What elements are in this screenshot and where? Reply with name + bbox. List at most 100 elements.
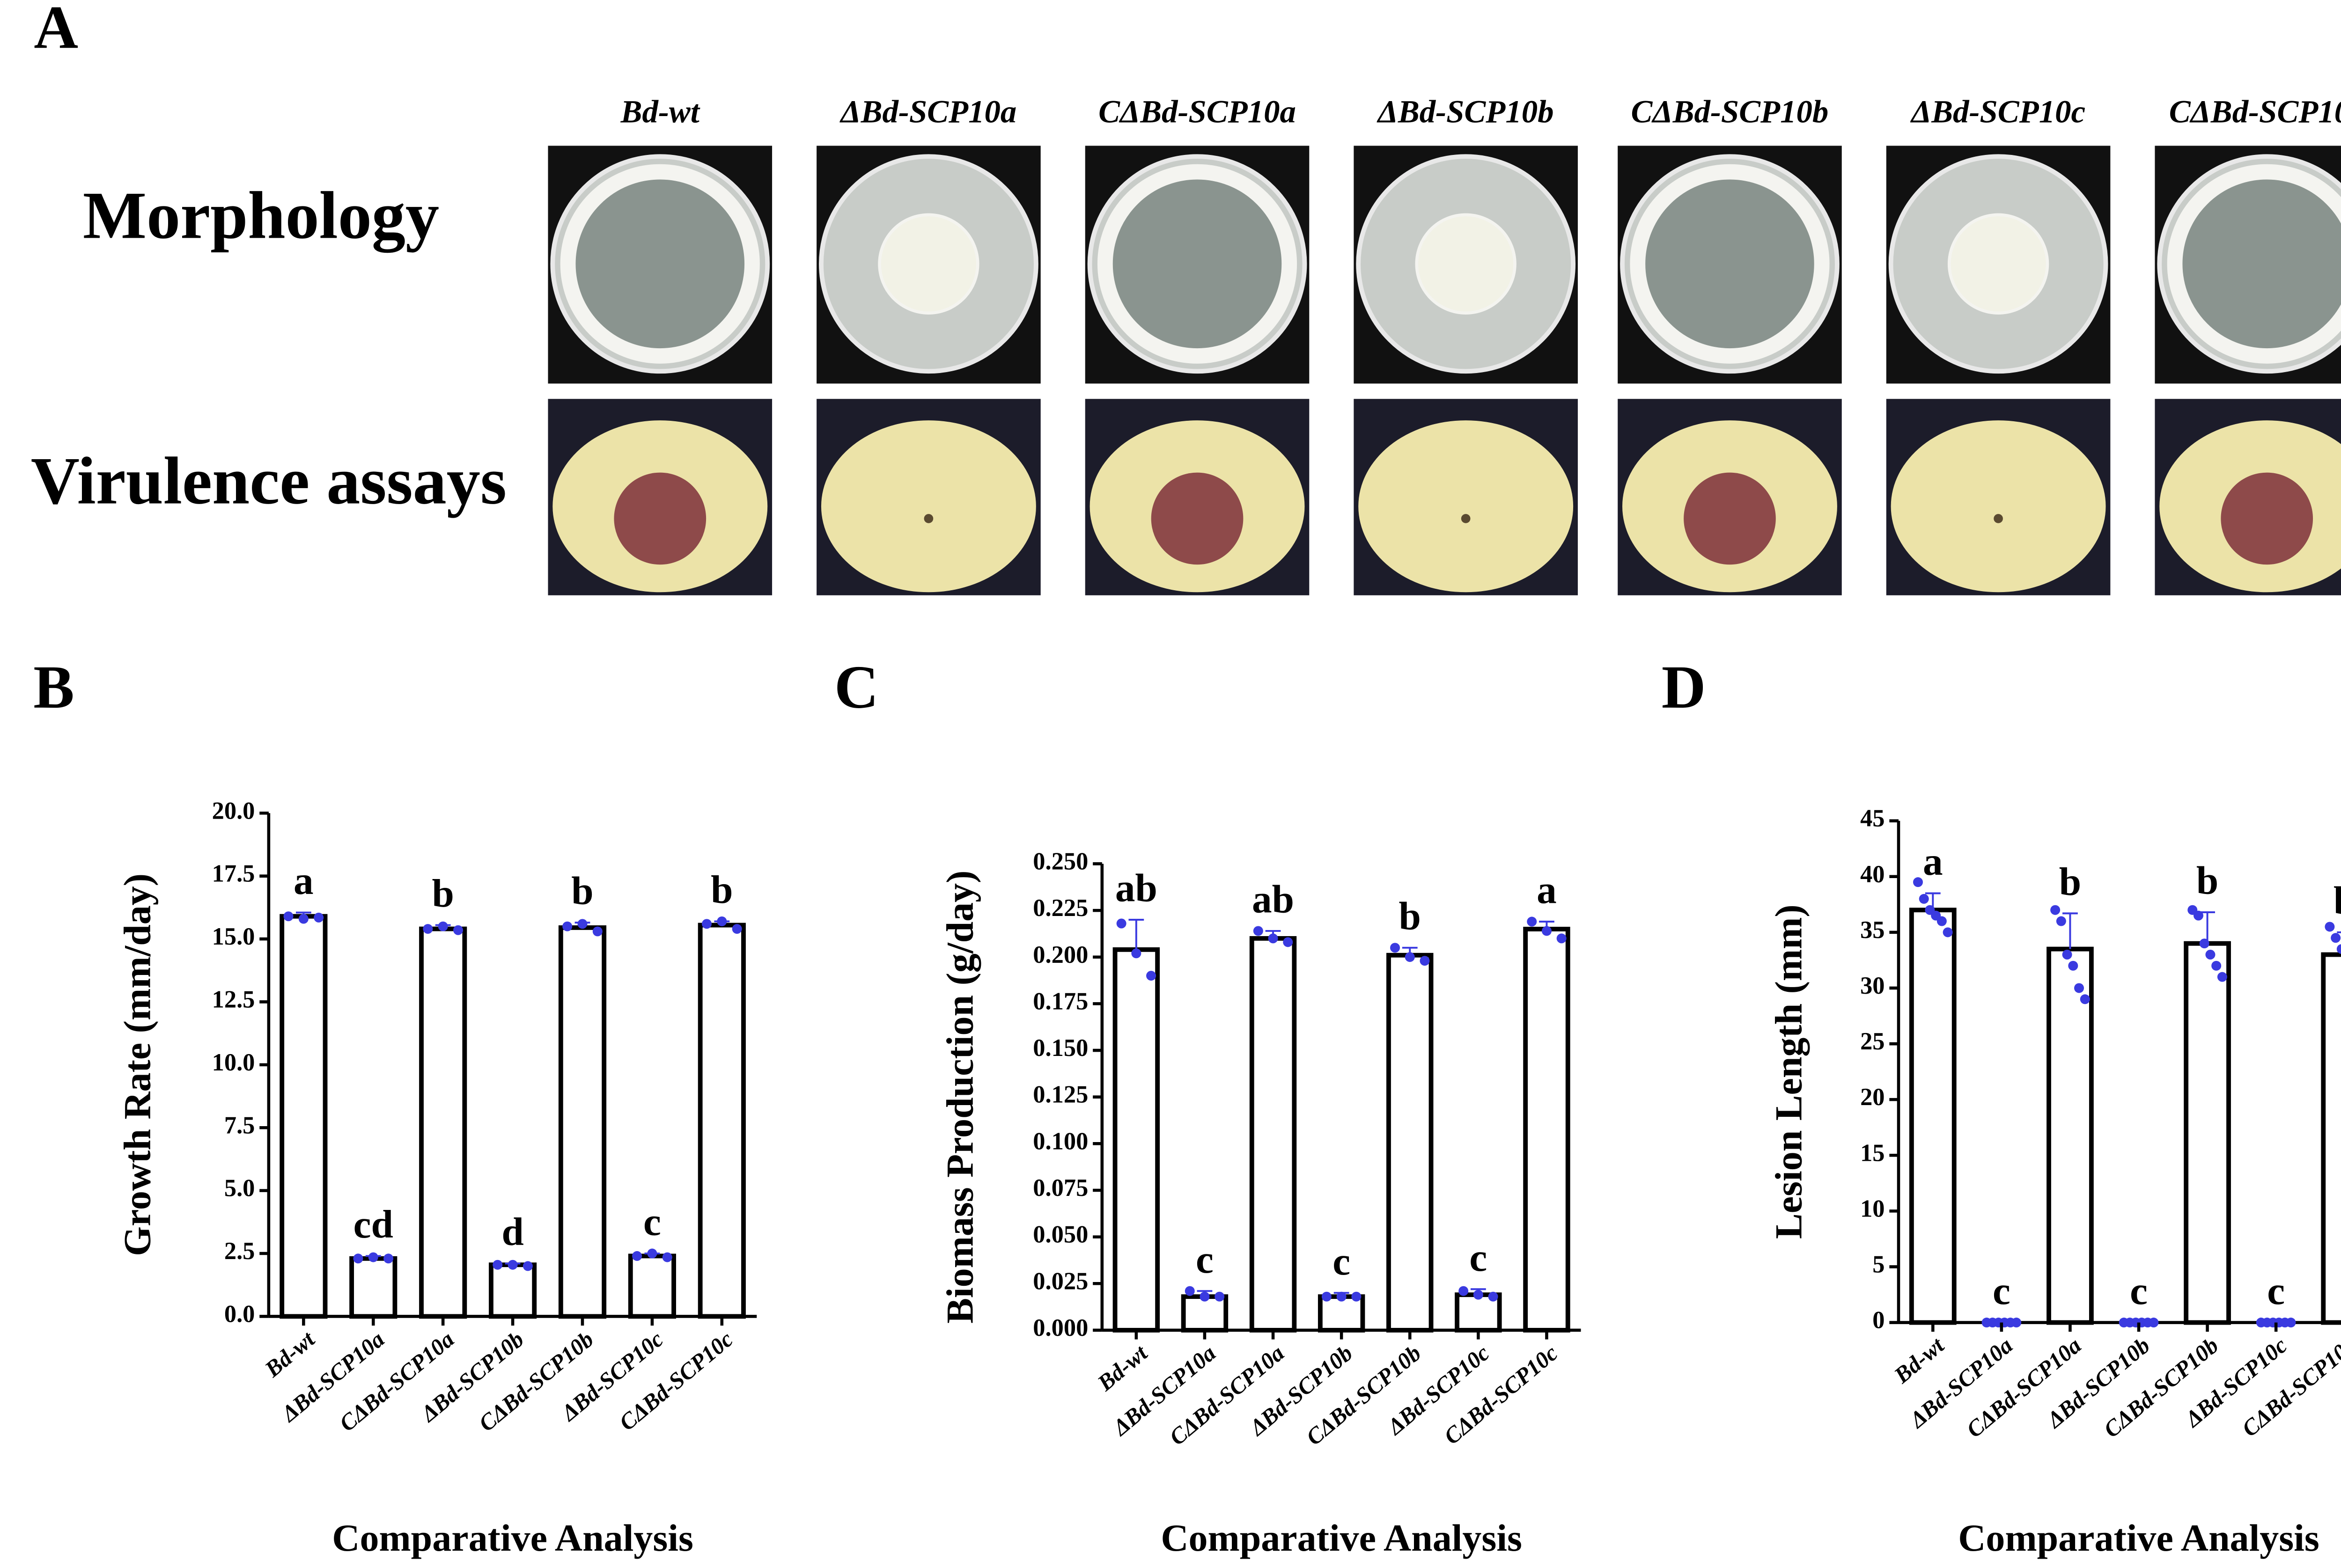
panel-label: B — [33, 653, 74, 721]
bar — [1909, 908, 1957, 1325]
data-point — [1556, 933, 1567, 944]
data-point — [1146, 971, 1156, 981]
lesion — [1684, 472, 1776, 565]
panel-label: C — [834, 653, 879, 721]
y-tick-label: 0.175 — [1033, 988, 1088, 1015]
data-point — [314, 912, 324, 923]
colony — [1947, 213, 2049, 315]
data-point — [1215, 1291, 1225, 1302]
data-point — [717, 916, 727, 926]
data-point — [1321, 1291, 1332, 1302]
data-point — [2325, 922, 2335, 932]
bar — [1318, 1294, 1365, 1333]
data-point — [1351, 1291, 1362, 1302]
y-tick-label: 45 — [1860, 805, 1885, 832]
strain-header: CΔBd-SCP10c — [2169, 94, 2341, 130]
y-tick-label: 0.0 — [224, 1300, 255, 1327]
bar — [280, 914, 328, 1319]
x-axis-label: Comparative Analysis — [1958, 1517, 2319, 1559]
bar — [1249, 936, 1297, 1333]
data-point — [2149, 1318, 2159, 1328]
y-tick-label: 0.200 — [1033, 941, 1088, 968]
significance-letter: cd — [353, 1202, 393, 1246]
data-point — [2068, 960, 2078, 971]
data-point — [1919, 894, 1929, 904]
colony — [1415, 213, 1516, 315]
data-point — [2011, 1318, 2022, 1328]
lesion — [614, 472, 707, 565]
significance-letter: c — [1469, 1236, 1487, 1280]
y-tick-label: 7.5 — [224, 1112, 255, 1139]
significance-letter: b — [2059, 860, 2081, 904]
lesion — [1461, 514, 1471, 523]
data-point — [298, 914, 309, 924]
pear — [1891, 420, 2106, 593]
x-tick-label: CΔBd-SCP10a — [1164, 1340, 1289, 1451]
data-point — [2050, 905, 2061, 915]
data-point — [2211, 960, 2222, 971]
colony — [1097, 164, 1297, 364]
y-tick-label: 0.125 — [1033, 1081, 1088, 1108]
data-point — [1488, 1291, 1498, 1302]
error-bar — [1128, 919, 1144, 950]
bar — [628, 1253, 676, 1319]
x-tick-label: Bd-wt — [1889, 1332, 1949, 1389]
x-axis-label: Comparative Analysis — [332, 1517, 693, 1559]
data-point — [1268, 933, 1278, 944]
x-axis-label: Comparative Analysis — [1161, 1517, 1522, 1559]
y-tick-label: 20 — [1860, 1084, 1885, 1111]
data-point — [1541, 926, 1552, 936]
data-point — [368, 1252, 378, 1262]
y-tick-label: 0.025 — [1033, 1268, 1088, 1295]
y-tick-label: 2.5 — [224, 1238, 255, 1265]
significance-letter: c — [1993, 1269, 2010, 1313]
strain-header: ΔBd-SCP10b — [1377, 94, 1554, 130]
significance-letter: ab — [1115, 866, 1157, 910]
y-axis-label: Growth Rate (mm/day) — [116, 873, 159, 1256]
data-point — [2056, 916, 2066, 926]
data-point — [423, 924, 433, 934]
data-point — [1527, 916, 1537, 927]
data-point — [702, 919, 712, 929]
lesion — [924, 514, 934, 523]
bar — [2184, 941, 2231, 1325]
y-tick-label: 15 — [1860, 1139, 1885, 1166]
y-tick-label: 0.150 — [1033, 1034, 1088, 1062]
data-point — [1458, 1286, 1469, 1296]
data-point — [577, 919, 588, 929]
lesion — [2221, 472, 2313, 565]
pear — [821, 420, 1036, 593]
error-bar — [2200, 911, 2215, 944]
data-point — [1420, 956, 1430, 966]
lesion — [1994, 514, 2003, 523]
bar — [1181, 1294, 1229, 1333]
significance-letter: a — [294, 859, 314, 903]
significance-letter: c — [1196, 1238, 1214, 1282]
colony — [560, 164, 760, 364]
colony — [878, 213, 979, 315]
data-point — [493, 1260, 503, 1270]
data-point — [1936, 916, 1947, 926]
lesion — [1151, 472, 1244, 565]
significance-letter: ab — [1252, 878, 1294, 922]
x-tick-label: CΔBd-SCP10b — [1301, 1340, 1426, 1451]
bar — [558, 925, 607, 1319]
data-point — [647, 1248, 657, 1259]
pear — [1358, 420, 1574, 593]
y-tick-label: 17.5 — [212, 860, 255, 887]
data-point — [662, 1252, 672, 1262]
y-tick-label: 5 — [1872, 1251, 1885, 1278]
data-point — [2074, 983, 2084, 993]
bar — [1386, 953, 1434, 1333]
bar — [349, 1256, 398, 1319]
data-point — [2336, 944, 2341, 954]
y-tick-label: 0.075 — [1033, 1174, 1088, 1202]
y-tick-label: 20.0 — [212, 797, 255, 824]
x-tick-label: Bd-wt — [1092, 1340, 1153, 1396]
y-tick-label: 15.0 — [212, 923, 255, 950]
bar — [1112, 947, 1160, 1333]
y-axis-label: Lesion Length (mm) — [1767, 904, 1810, 1239]
strain-header: CΔBd-SCP10a — [1098, 94, 1296, 130]
y-tick-label: 0 — [1872, 1307, 1885, 1334]
bar — [1523, 927, 1570, 1333]
